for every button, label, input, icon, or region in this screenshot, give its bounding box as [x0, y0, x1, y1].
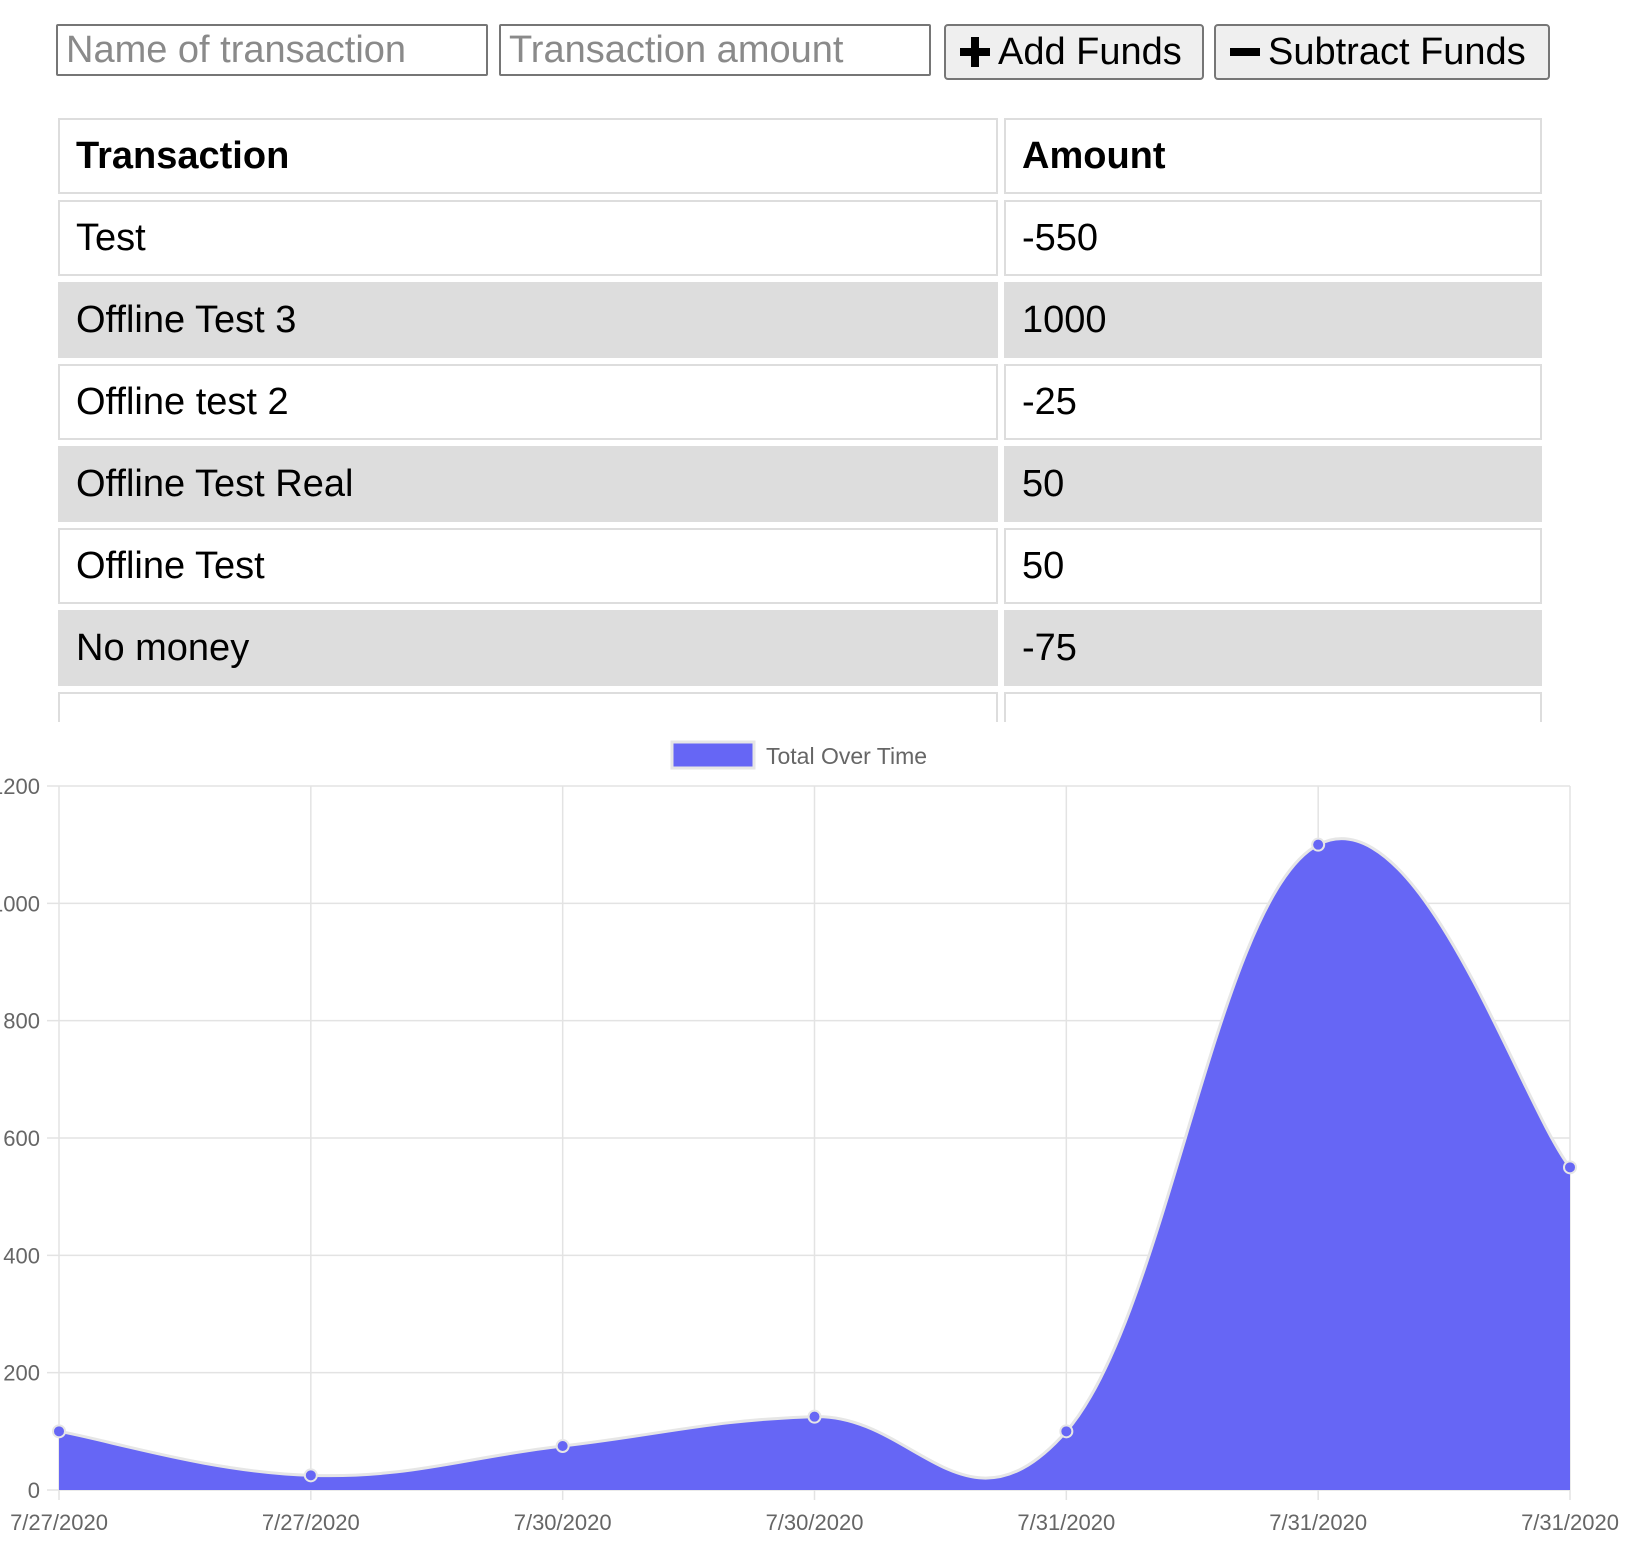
table-row: Offline test 2 -25	[58, 364, 1542, 440]
cell-amount	[1004, 692, 1542, 722]
table-row: No money -75	[58, 610, 1542, 686]
y-tick-label: 400	[3, 1243, 40, 1268]
cell-amount: -75	[1004, 610, 1542, 686]
data-point[interactable]	[1563, 1160, 1577, 1175]
data-points	[52, 837, 1577, 1483]
x-tick-label: 7/31/2020	[1521, 1510, 1619, 1535]
transaction-amount-input[interactable]	[499, 24, 931, 76]
area-series-fill	[59, 838, 1570, 1490]
data-point[interactable]	[1311, 837, 1326, 852]
table-row: Test -550	[58, 200, 1542, 276]
transaction-name-input[interactable]	[56, 24, 488, 76]
cell-amount: 1000	[1004, 282, 1542, 358]
table-row: Offline Test 50	[58, 528, 1542, 604]
data-point[interactable]	[807, 1409, 822, 1424]
cell-transaction: Offline Test	[58, 528, 998, 604]
x-tick-label: 7/27/2020	[10, 1510, 108, 1535]
minus-icon	[1230, 48, 1260, 56]
header-amount: Amount	[1004, 118, 1542, 194]
chart-canvas: 020040060080010001200 7/27/20207/27/2020…	[0, 740, 1619, 1535]
table-row: Offline Test 3 1000	[58, 282, 1542, 358]
area-series-line	[58, 837, 1572, 1480]
cell-amount: -550	[1004, 200, 1542, 276]
cell-transaction: Offline Test Real	[58, 446, 998, 522]
transactions-table-container[interactable]: Transaction Amount Test -550 Offline Test…	[58, 118, 1546, 722]
cell-transaction	[58, 692, 998, 722]
y-tick-label: 200	[3, 1361, 40, 1386]
table-header-row: Transaction Amount	[58, 118, 1542, 194]
transactions-table: Transaction Amount Test -550 Offline Test…	[58, 118, 1546, 722]
table-row: Offline Test Real 50	[58, 446, 1542, 522]
data-point[interactable]	[303, 1468, 318, 1483]
x-axis-ticks: 7/27/2020 7/27/2020 7/30/2020 7/30/2020 7/31…	[10, 1510, 1619, 1535]
total-over-time-chart: 020040060080010001200 7/27/20207/27/2020…	[0, 730, 1640, 1546]
x-tick-label: 7/27/2020	[262, 1510, 360, 1535]
x-tick-label: 7/31/2020	[1269, 1510, 1367, 1535]
legend-swatch	[670, 740, 756, 770]
table-row	[58, 692, 1542, 722]
y-tick-label: 1200	[0, 774, 40, 799]
cell-amount: -25	[1004, 364, 1542, 440]
plus-icon	[960, 37, 990, 67]
cell-amount: 50	[1004, 528, 1542, 604]
y-tick-label: 0	[28, 1478, 40, 1503]
cell-transaction: No money	[58, 610, 998, 686]
data-point[interactable]	[1059, 1424, 1074, 1439]
cell-transaction: Offline Test 3	[58, 282, 998, 358]
x-tick-label: 7/30/2020	[514, 1510, 612, 1535]
cell-amount: 50	[1004, 446, 1542, 522]
x-tick-label: 7/31/2020	[1017, 1510, 1115, 1535]
subtract-funds-button[interactable]: Subtract Funds	[1214, 24, 1550, 80]
data-point[interactable]	[52, 1424, 66, 1439]
x-tick-label: 7/30/2020	[766, 1510, 864, 1535]
y-tick-label: 800	[3, 1009, 40, 1034]
y-axis-ticks: 0 200 400 600 800 1000 1200	[0, 774, 40, 1503]
cell-transaction: Test	[58, 200, 998, 276]
cell-transaction: Offline test 2	[58, 364, 998, 440]
y-tick-label: 1000	[0, 891, 40, 916]
chart-legend[interactable]: Total Over Time	[670, 740, 927, 770]
legend-label: Total Over Time	[766, 743, 927, 769]
subtract-funds-label: Subtract Funds	[1268, 30, 1526, 73]
header-transaction: Transaction	[58, 118, 998, 194]
add-funds-label: Add Funds	[998, 30, 1182, 73]
y-tick-label: 600	[3, 1126, 40, 1151]
add-funds-button[interactable]: Add Funds	[944, 24, 1204, 80]
data-point[interactable]	[555, 1439, 570, 1453]
